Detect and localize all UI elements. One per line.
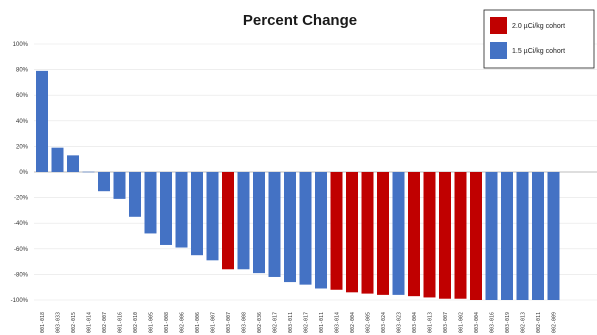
x-category-label: 003-023 — [397, 312, 403, 333]
x-axis-category-labels: 001-018 003-033 002-015 001-014 002-007 001-0… — [40, 312, 558, 333]
bar-1-5-cohort — [516, 172, 529, 300]
x-category-label: 002-011 — [536, 312, 542, 333]
x-category-label: 003-004 — [412, 312, 418, 333]
x-category-label: 001-018 — [40, 312, 46, 333]
x-category-label: 003-019 — [505, 312, 511, 333]
bar-1-5-cohort — [315, 172, 327, 289]
x-category-label: 001-005 — [149, 312, 155, 333]
bar-1-5-cohort — [392, 172, 405, 295]
x-category-label: 002-017 — [304, 312, 310, 333]
bar-2-0-cohort — [361, 172, 374, 294]
y-axis-tick-labels: 100% 80% 60% 40% 20% 0% -20% -40% -60% -80% -100% — [11, 42, 29, 304]
bar-1-5-cohort — [191, 172, 203, 256]
bar-1-5-cohort — [206, 172, 219, 261]
bars — [36, 70, 560, 300]
bar-1-5-cohort — [268, 172, 281, 277]
x-category-label: 002-036 — [257, 312, 263, 333]
x-category-label: 001-006 — [195, 312, 201, 333]
x-category-label: 003-014 — [335, 312, 341, 333]
y-tick-label: -80% — [14, 272, 29, 278]
x-category-label: 003-011 — [288, 312, 294, 333]
bar-2-0-cohort — [423, 172, 436, 298]
x-category-label: 003-008 — [242, 312, 248, 333]
x-category-label: 001-002 — [459, 312, 465, 333]
y-tick-label: 100% — [13, 42, 29, 48]
x-category-label: 002-017 — [273, 312, 279, 333]
legend-label-1-5-cohort: 1.5 µCi/kg cohort — [512, 48, 565, 55]
x-category-label: 003-007 — [226, 312, 232, 333]
legend-label-2-0-cohort: 2.0 µCi/kg cohort — [512, 23, 565, 30]
x-category-label: 001-011 — [319, 312, 325, 333]
bar-1-5-cohort — [547, 172, 560, 300]
y-tick-label: -40% — [14, 221, 29, 227]
legend: 2.0 µCi/kg cohort 1.5 µCi/kg cohort — [483, 9, 595, 69]
bar-2-0-cohort — [454, 172, 467, 299]
y-tick-label: -60% — [14, 247, 29, 253]
x-category-label: 001-014 — [87, 312, 93, 333]
x-category-label: 002-015 — [71, 312, 77, 333]
y-tick-label: -100% — [11, 298, 29, 304]
bar-1-5-cohort — [113, 172, 126, 199]
x-category-label: 002-006 — [180, 312, 186, 333]
bar-1-5-cohort — [67, 155, 79, 172]
x-category-label: 001-008 — [164, 312, 170, 333]
bar-1-5-cohort — [284, 172, 296, 283]
bar-1-5-cohort — [532, 172, 544, 300]
y-tick-label: 20% — [16, 144, 29, 150]
x-category-label: 002-005 — [366, 312, 372, 333]
legend-swatch-2-0-cohort — [490, 17, 507, 34]
x-category-label: 001-013 — [428, 312, 434, 333]
x-category-label: 002-013 — [521, 312, 527, 333]
bar-1-5-cohort — [501, 172, 513, 300]
bar-2-0-cohort — [222, 172, 234, 270]
x-category-label: 003-004 — [474, 312, 480, 333]
bar-2-0-cohort — [470, 172, 482, 300]
x-category-label: 001-007 — [211, 312, 217, 333]
x-category-label: 003-016 — [490, 312, 496, 333]
bar-1-5-cohort — [299, 172, 312, 285]
x-category-label: 001-016 — [118, 312, 124, 333]
bar-2-0-cohort — [346, 172, 358, 293]
bar-1-5-cohort — [253, 172, 265, 274]
bar-1-5-cohort — [175, 172, 188, 248]
x-category-label: 003-033 — [56, 312, 62, 333]
bar-1-5-cohort — [160, 172, 172, 245]
bar-1-5-cohort — [98, 172, 110, 192]
legend-swatch-1-5-cohort — [490, 42, 507, 59]
bar-1-5-cohort — [129, 172, 141, 217]
bar-2-0-cohort — [330, 172, 343, 290]
x-category-label: 003-024 — [381, 312, 387, 333]
bar-1-5-cohort — [36, 70, 48, 172]
x-category-label: 002-007 — [102, 312, 108, 333]
y-tick-label: 60% — [16, 93, 29, 99]
bar-2-0-cohort — [408, 172, 420, 297]
y-tick-label: 0% — [19, 170, 28, 176]
y-tick-label: 80% — [16, 68, 29, 74]
bar-2-0-cohort — [377, 172, 389, 295]
x-category-label: 003-007 — [443, 312, 449, 333]
bar-1-5-cohort — [485, 172, 498, 300]
bar-2-0-cohort — [439, 172, 451, 299]
bar-1-5-cohort — [237, 172, 250, 270]
bar-1-5-cohort — [51, 147, 64, 172]
bar-1-5-cohort — [82, 171, 95, 173]
y-tick-label: 40% — [16, 119, 29, 125]
chart-title: Percent Change — [243, 12, 357, 29]
x-category-label: 002-004 — [350, 312, 356, 333]
x-category-label: 002-009 — [552, 312, 558, 333]
x-category-label: 002-010 — [133, 312, 139, 333]
bar-1-5-cohort — [144, 172, 157, 234]
y-tick-label: -20% — [14, 196, 29, 202]
